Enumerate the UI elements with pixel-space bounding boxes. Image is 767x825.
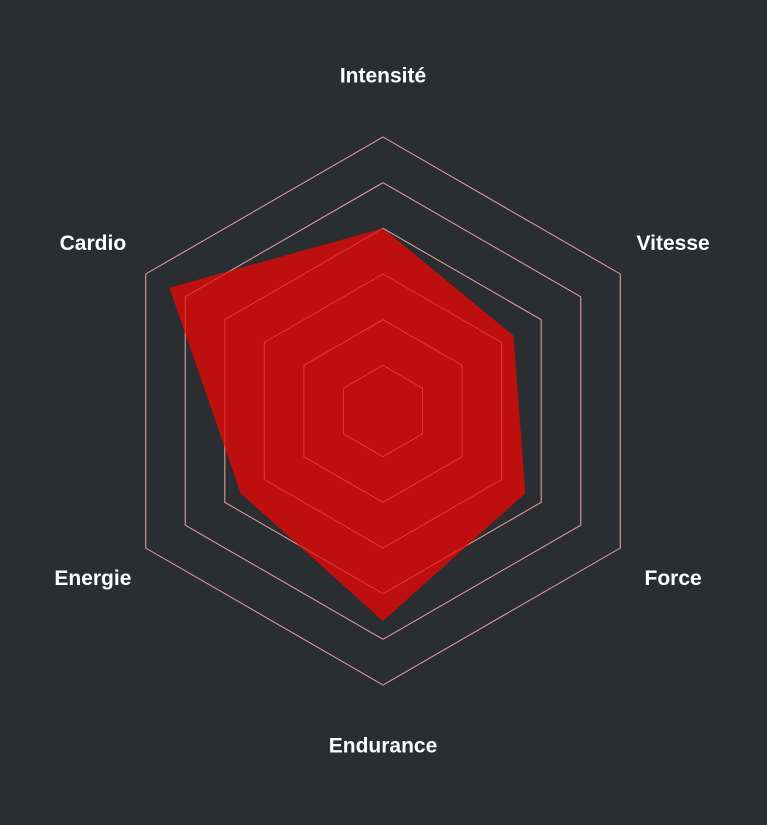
grid-ring-overlay-5: [184, 182, 582, 640]
axis-label-2: Force: [645, 567, 702, 590]
axis-label-4: Energie: [54, 567, 131, 590]
axis-label-1: Vitesse: [637, 232, 710, 255]
radar-series-layer: [169, 228, 526, 622]
grid-ring-overlay-3: [263, 273, 503, 549]
axis-label-0: Intensité: [340, 65, 426, 88]
radar-inner-grid: [145, 136, 621, 686]
series-area-0: [169, 228, 526, 622]
grid-ring-overlay-2: [303, 319, 463, 503]
axis-labels: Intensité Vitesse Force Endurance Energie Car…: [54, 65, 709, 758]
grid-ring-overlay-1: [342, 364, 424, 458]
grid-ring-overlay-6: [145, 136, 621, 686]
axis-label-3: Endurance: [329, 735, 438, 758]
grid-ring-6: [145, 136, 621, 686]
grid-ring-overlay-4: [224, 227, 542, 595]
axis-label-5: Cardio: [60, 232, 127, 255]
